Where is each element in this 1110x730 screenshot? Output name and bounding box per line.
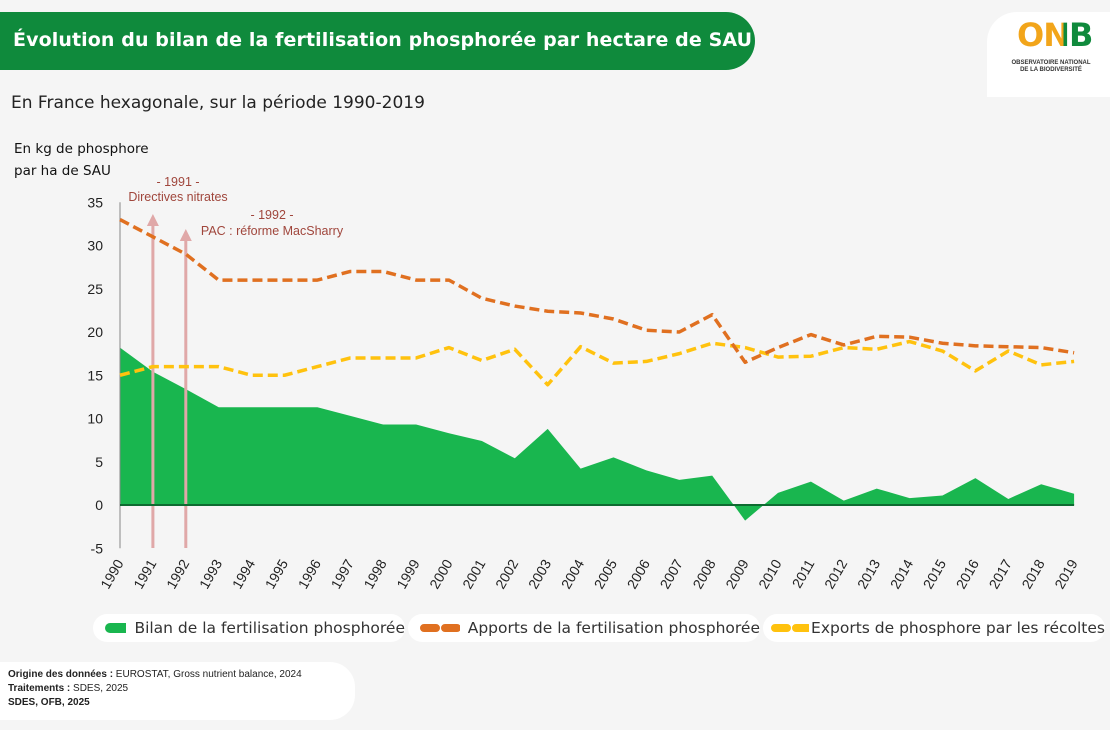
x-tick-label: 2014 <box>887 556 917 591</box>
y-axis-unit: En kg de phosphore par ha de SAU <box>14 138 149 182</box>
x-tick-label: 1993 <box>196 556 226 591</box>
x-tick-label: 1995 <box>262 556 292 591</box>
x-tick-label: 2016 <box>953 556 983 591</box>
logo-subtitle: OBSERVATOIRE NATIONAL DE LA BIODIVERSITÉ <box>993 60 1109 74</box>
source-origin-value: EUROSTAT, Gross nutrient balance, 2024 <box>113 669 302 680</box>
x-tick-label: 2002 <box>492 556 522 591</box>
x-tick-label: 2004 <box>558 556 588 591</box>
legend-swatch-exports <box>771 624 810 632</box>
legend-item-apports: Apports de la fertilisation phosphorée <box>408 614 760 642</box>
x-tick-label: 1991 <box>130 556 160 591</box>
y-tick-label: -5 <box>91 540 104 556</box>
x-tick-label: 2019 <box>1051 556 1081 591</box>
x-tick-label: 2009 <box>722 556 752 591</box>
x-tick-label: 1990 <box>97 556 127 591</box>
logo-sub-line1: OBSERVATOIRE NATIONAL <box>1011 60 1091 66</box>
annotation-1992-year: - 1992 - <box>250 208 293 222</box>
title-bar: Évolution du bilan de la fertilisation p… <box>0 12 755 70</box>
bilan-area <box>120 347 1075 521</box>
y-tick-label: 15 <box>87 367 103 383</box>
exports-line <box>119 339 1075 387</box>
legend-item-exports: Exports de phosphore par les récoltes <box>763 614 1105 642</box>
x-tick-label: 2013 <box>854 556 884 591</box>
x-tick-label: 1998 <box>360 556 390 591</box>
x-tick-label: 1999 <box>393 556 423 591</box>
onb-logo: ONB OBSERVATOIRE NATIONAL DE LA BIODIVER… <box>987 12 1110 97</box>
annotation-arrow-head <box>179 229 192 241</box>
x-tick-label: 1992 <box>163 556 193 591</box>
x-tick-label: 2015 <box>920 556 950 591</box>
x-tick-label: 2017 <box>985 556 1015 591</box>
y-tick-label: 35 <box>87 194 103 210</box>
source-line3: SDES, OFB, 2025 <box>8 697 90 708</box>
legend-swatch-apports <box>420 624 460 632</box>
source-line1: Origine des données : EUROSTAT, Gross nu… <box>8 669 302 680</box>
annotation-1992-label: PAC : réforme MacSharry <box>201 224 344 238</box>
x-tick-label: 2003 <box>525 556 555 591</box>
chart-subtitle: En France hexagonale, sur la période 199… <box>11 93 425 113</box>
source-box: Origine des données : EUROSTAT, Gross nu… <box>0 662 355 720</box>
x-tick-label: 2018 <box>1018 556 1048 591</box>
legend-label-exports: Exports de phosphore par les récoltes <box>811 619 1105 637</box>
source-label-treatment: Traitements : <box>8 683 71 694</box>
y-tick-label: 30 <box>87 238 103 254</box>
x-tick-label: 2007 <box>656 556 686 591</box>
chart-title: Évolution du bilan de la fertilisation p… <box>13 29 753 51</box>
source-line2: Traitements : SDES, 2025 <box>8 683 128 694</box>
legend-label-apports: Apports de la fertilisation phosphorée <box>467 619 760 637</box>
x-tick-label: 1997 <box>327 556 357 591</box>
x-tick-label: 2006 <box>624 556 654 591</box>
logo-text: ONB <box>1017 16 1093 54</box>
x-tick-label: 2008 <box>689 556 719 591</box>
y-tick-label: 5 <box>95 454 103 470</box>
y-tick-label: 0 <box>95 497 103 513</box>
x-tick-label: 2001 <box>459 556 489 591</box>
annotation-1991-label: Directives nitrates <box>128 190 227 204</box>
legend-swatch-bilan <box>105 623 127 633</box>
x-tick-label: 2005 <box>591 556 621 591</box>
annotation-arrow-head <box>146 214 159 226</box>
y-tick-label: 25 <box>87 281 103 297</box>
x-tick-label: 1996 <box>295 556 325 591</box>
chart-area: -5 0 5 10 15 20 25 30 35 - 1991 -Directives nitra… <box>87 175 1081 591</box>
unit-line2: par ha de SAU <box>14 163 111 179</box>
x-tick-label: 2000 <box>426 556 456 591</box>
x-tick-label: 2011 <box>789 556 818 590</box>
annotation-1991-year: - 1991 - <box>156 175 199 189</box>
logo-letters: ONB <box>1017 16 1093 54</box>
x-tick-label: 1994 <box>229 556 259 591</box>
source-treatment-value: SDES, 2025 <box>70 683 129 694</box>
y-tick-label: 10 <box>87 411 103 427</box>
legend-item-bilan: Bilan de la fertilisation phosphorée <box>93 614 405 642</box>
y-tick-label: 20 <box>87 324 103 340</box>
apports-line <box>119 218 1075 365</box>
x-tick-label: 2010 <box>755 556 785 591</box>
source-label-origin: Origine des données : <box>8 669 114 680</box>
logo-sub-line2: DE LA BIODIVERSITÉ <box>1020 67 1082 73</box>
x-tick-label: 2012 <box>821 556 851 591</box>
unit-line1: En kg de phosphore <box>14 141 149 157</box>
legend-label-bilan: Bilan de la fertilisation phosphorée <box>134 619 405 637</box>
